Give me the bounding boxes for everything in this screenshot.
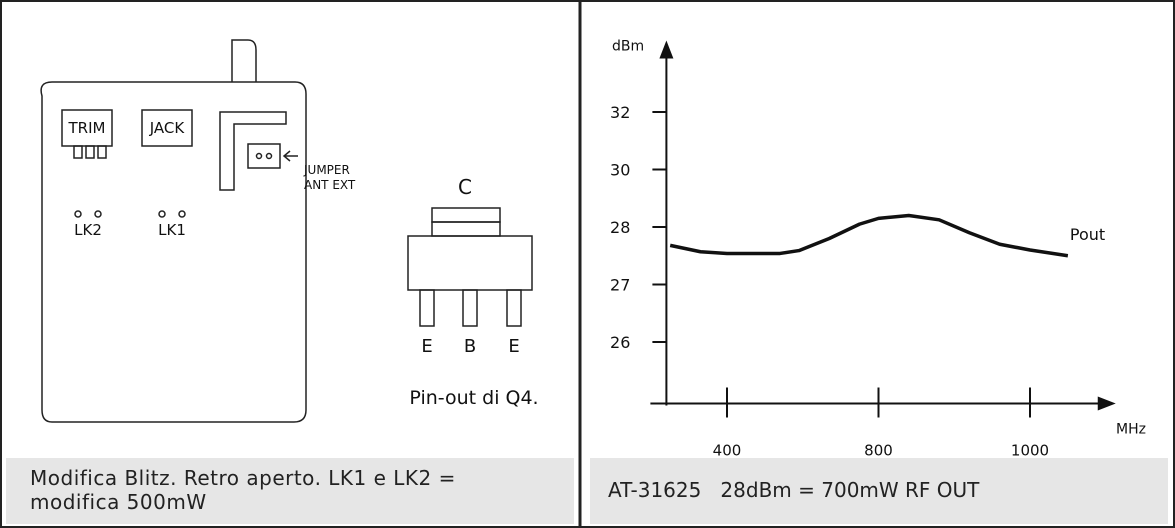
q4-tab <box>432 222 500 236</box>
q4-body <box>408 236 532 290</box>
series-label: Pout <box>1070 225 1105 244</box>
jumper-label: ANT EXT <box>304 178 356 192</box>
trim-pin <box>98 146 106 158</box>
jumper-pin <box>257 154 262 159</box>
q4-pin <box>507 290 521 326</box>
lk2-pad <box>95 211 101 217</box>
lk1-pad <box>179 211 185 217</box>
chart: dBm MHz 26 27 28 30 32 400 800 1000 Pout <box>610 39 1146 460</box>
page: {"diagram": {"trim": "TRIM", "jack": "JA… <box>0 0 1175 528</box>
jumper-label: JUMPER <box>303 163 350 177</box>
lk1-pad <box>159 211 165 217</box>
x-tick-label: 800 <box>864 442 893 460</box>
y-tick-label: 26 <box>610 333 630 352</box>
jumper-box <box>248 144 280 168</box>
pin-label: E <box>421 336 432 357</box>
y-tick-label: 28 <box>610 218 630 237</box>
y-tick-label: 27 <box>610 276 630 295</box>
caption: AT-31625 28dBm = 700mW RF OUT <box>590 458 1168 524</box>
lk1-label: LK1 <box>158 221 186 239</box>
lk2-label: LK2 <box>74 221 102 239</box>
pin-label: B <box>464 336 476 357</box>
jumper-pin <box>267 154 272 159</box>
x-axis-label: MHz <box>1116 422 1146 438</box>
trim-label: TRIM <box>68 119 106 137</box>
lk2-pad <box>75 211 81 217</box>
y-tick-label: 30 <box>610 161 630 180</box>
antenna-bracket <box>220 112 286 190</box>
pinout-caption: Pin-out di Q4. <box>409 387 538 409</box>
q4-pin <box>420 290 434 326</box>
y-tick-label: 32 <box>610 103 630 122</box>
cable <box>232 40 256 82</box>
pin-label: E <box>508 336 519 357</box>
trim-pin <box>86 146 94 158</box>
q4-pin <box>463 290 477 326</box>
x-tick-label: 400 <box>713 442 742 460</box>
x-axis-arrow <box>1098 397 1116 411</box>
board-diagram <box>41 40 532 422</box>
y-axis-arrow <box>659 41 673 59</box>
x-tick-label: 1000 <box>1011 442 1049 460</box>
caption: Modifica Blitz. Retro aperto. LK1 e LK2 … <box>6 458 574 524</box>
trim-pin <box>74 146 82 158</box>
q4-tab <box>432 208 500 222</box>
jack-label: JACK <box>149 119 186 137</box>
y-axis-label: dBm <box>612 39 644 55</box>
figure: TRIM JACK LK2 LK1 C E B E Pin-out di Q4.… <box>0 0 1175 528</box>
jumper-arrow <box>284 151 298 161</box>
outer-border <box>1 1 1174 527</box>
pin-c-label: C <box>458 175 472 199</box>
series-line <box>670 216 1068 256</box>
